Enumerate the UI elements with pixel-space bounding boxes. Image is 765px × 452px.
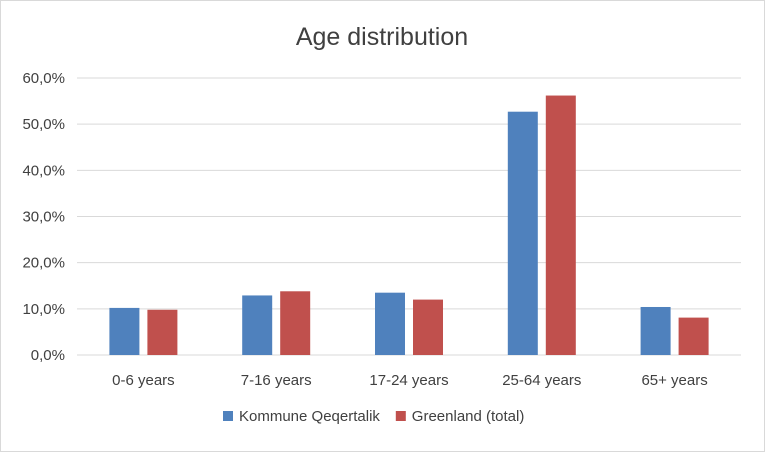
x-tick-label: 65+ years xyxy=(641,372,707,389)
bar-kommune-qeqertalik xyxy=(242,295,273,355)
y-tick-label: 10,0% xyxy=(22,301,65,318)
chart-title: Age distribution xyxy=(296,23,468,51)
x-tick-label: 17-24 years xyxy=(369,372,448,389)
bar-greenland-total xyxy=(280,291,311,355)
bar-greenland-total xyxy=(147,309,178,355)
gridlines xyxy=(77,77,741,356)
legend: Kommune Qeqertalik Greenland (total) xyxy=(223,408,524,425)
y-tick-label: 30,0% xyxy=(22,209,65,226)
legend-swatch xyxy=(223,411,233,421)
y-tick-label: 50,0% xyxy=(22,116,65,133)
y-tick-label: 60,0% xyxy=(22,70,65,87)
legend-label: Kommune Qeqertalik xyxy=(239,408,380,425)
x-tick-label: 0-6 years xyxy=(112,372,175,389)
bar-greenland-total xyxy=(678,317,709,355)
bar-kommune-qeqertalik xyxy=(640,306,671,355)
bars xyxy=(109,95,709,356)
x-tick-label: 25-64 years xyxy=(502,372,581,389)
x-tick-label: 7-16 years xyxy=(241,372,312,389)
bar-greenland-total xyxy=(413,299,443,355)
bar-kommune-qeqertalik xyxy=(507,111,538,356)
y-tick-label: 20,0% xyxy=(22,255,65,272)
y-axis-ticks: 0,0% 10,0% 20,0% 30,0% 40,0% 50,0% 60,0% xyxy=(22,70,65,364)
y-tick-label: 0,0% xyxy=(31,347,65,364)
y-tick-label: 40,0% xyxy=(22,162,65,179)
bar-kommune-qeqertalik xyxy=(109,307,140,355)
legend-swatch xyxy=(395,411,406,421)
x-axis-ticks: 0-6 years 7-16 years 17-24 years 25-64 year… xyxy=(112,372,708,389)
bar-greenland-total xyxy=(545,95,576,355)
legend-label: Greenland (total) xyxy=(412,408,525,425)
bar-kommune-qeqertalik xyxy=(375,292,405,355)
